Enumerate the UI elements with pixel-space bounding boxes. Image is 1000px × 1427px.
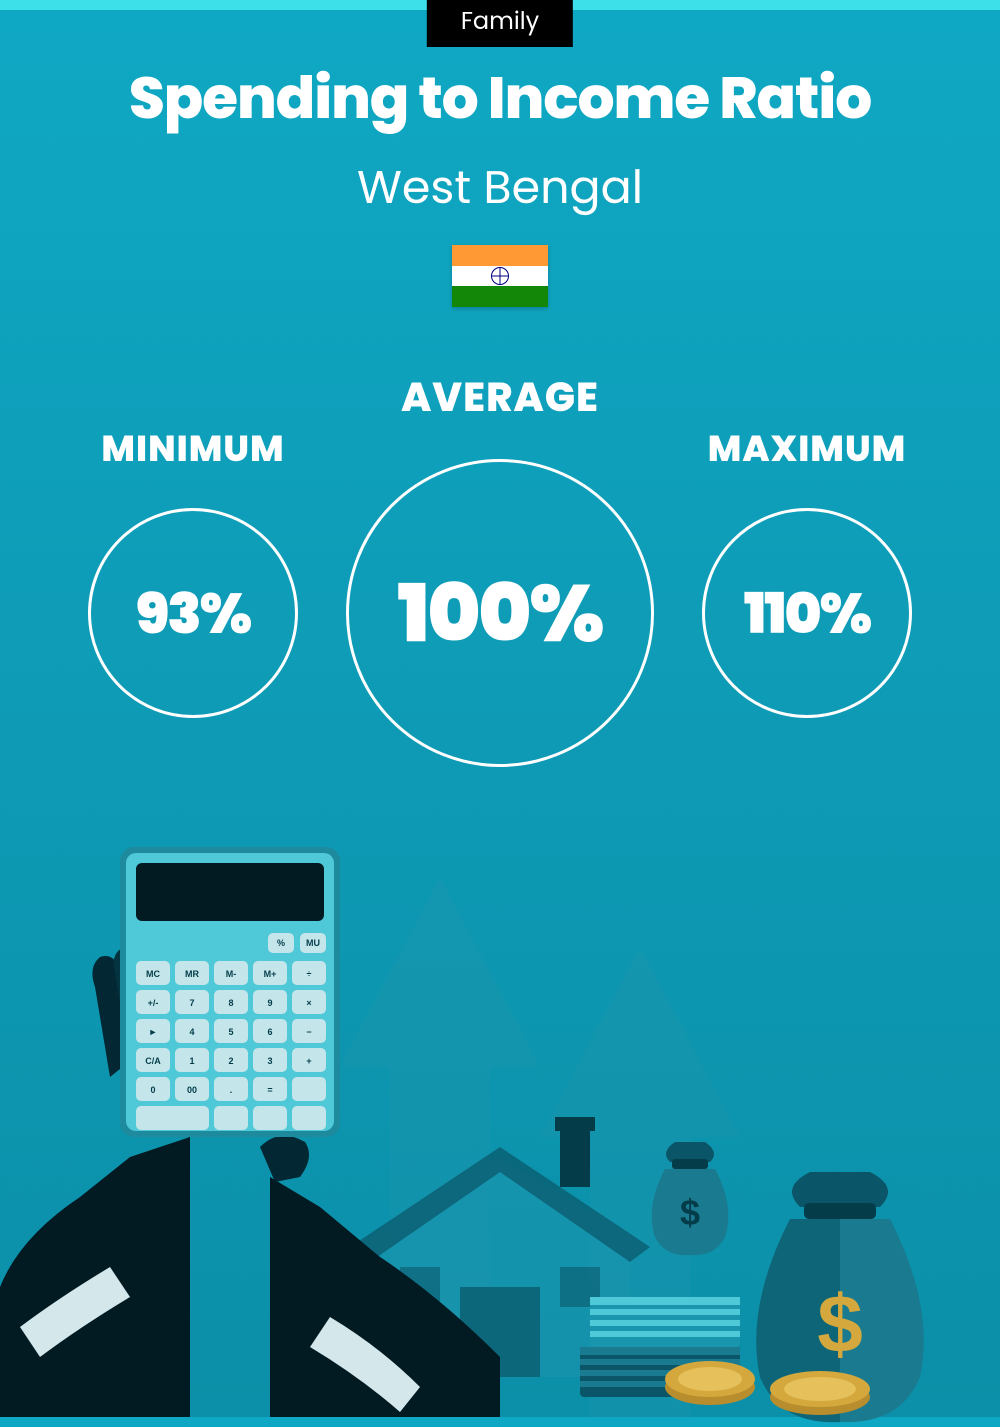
svg-text:4: 4 xyxy=(189,1027,194,1037)
svg-text:M+: M+ xyxy=(264,969,277,979)
svg-text:5: 5 xyxy=(228,1027,233,1037)
svg-text:+: + xyxy=(306,1056,311,1066)
svg-text:MU: MU xyxy=(306,938,320,948)
svg-text:00: 00 xyxy=(187,1085,197,1095)
svg-text:%: % xyxy=(277,938,285,948)
stat-maximum-circle: 110% xyxy=(702,508,912,718)
calculator-icon: % MU MC MR M- M+ ÷ +/- 7 8 9 × ► 4 5 6 −… xyxy=(120,847,340,1137)
flag-saffron-stripe xyxy=(452,245,548,266)
svg-text:MR: MR xyxy=(185,969,199,979)
svg-text:7: 7 xyxy=(189,998,194,1008)
svg-text:÷: ÷ xyxy=(307,969,312,979)
india-flag-icon xyxy=(452,245,548,307)
flag-chakra-icon xyxy=(491,267,509,285)
svg-text:MC: MC xyxy=(146,969,160,979)
svg-text:+/-: +/- xyxy=(148,998,159,1008)
page-subtitle: West Bengal xyxy=(0,154,1000,223)
stat-minimum-value: 93% xyxy=(136,571,250,656)
svg-text:9: 9 xyxy=(267,998,272,1008)
stat-minimum-label: MINIMUM xyxy=(88,421,298,476)
stat-maximum-label: MAXIMUM xyxy=(702,421,912,476)
svg-text:−: − xyxy=(306,1027,311,1037)
stat-average-circle: 100% xyxy=(346,459,654,767)
svg-text:►: ► xyxy=(149,1027,158,1037)
svg-text:0: 0 xyxy=(150,1085,155,1095)
svg-text:.: . xyxy=(230,1085,233,1095)
money-bag-small-icon: $ xyxy=(640,1137,740,1257)
category-label: Family xyxy=(461,5,539,38)
stat-maximum-value: 110% xyxy=(744,571,870,656)
svg-text:3: 3 xyxy=(267,1056,272,1066)
svg-text:8: 8 xyxy=(228,998,233,1008)
stat-minimum-circle: 93% xyxy=(88,508,298,718)
svg-text:×: × xyxy=(306,998,311,1008)
stat-average-label: AVERAGE xyxy=(346,367,654,427)
svg-text:2: 2 xyxy=(228,1056,233,1066)
svg-text:1: 1 xyxy=(189,1056,194,1066)
svg-text:6: 6 xyxy=(267,1027,272,1037)
stat-minimum: MINIMUM 93% xyxy=(88,421,298,718)
stat-average-value: 100% xyxy=(398,553,603,673)
stat-maximum: MAXIMUM 110% xyxy=(702,421,912,718)
flag-green-stripe xyxy=(452,286,548,307)
header: Spending to Income Ratio West Bengal xyxy=(0,55,1000,307)
category-badge: Family xyxy=(427,0,573,47)
svg-text:C/A: C/A xyxy=(145,1056,161,1066)
page-title: Spending to Income Ratio xyxy=(0,55,1000,142)
coins-icon xyxy=(660,1297,880,1417)
illustration: $ $ xyxy=(0,857,1000,1417)
svg-text:M-: M- xyxy=(226,969,237,979)
stats-container: MINIMUM 93% AVERAGE 100% MAXIMUM 110% xyxy=(0,367,1000,767)
svg-text:$: $ xyxy=(680,1192,700,1233)
flag-white-stripe xyxy=(452,266,548,287)
stat-average: AVERAGE 100% xyxy=(346,367,654,767)
svg-text:=: = xyxy=(267,1085,272,1095)
